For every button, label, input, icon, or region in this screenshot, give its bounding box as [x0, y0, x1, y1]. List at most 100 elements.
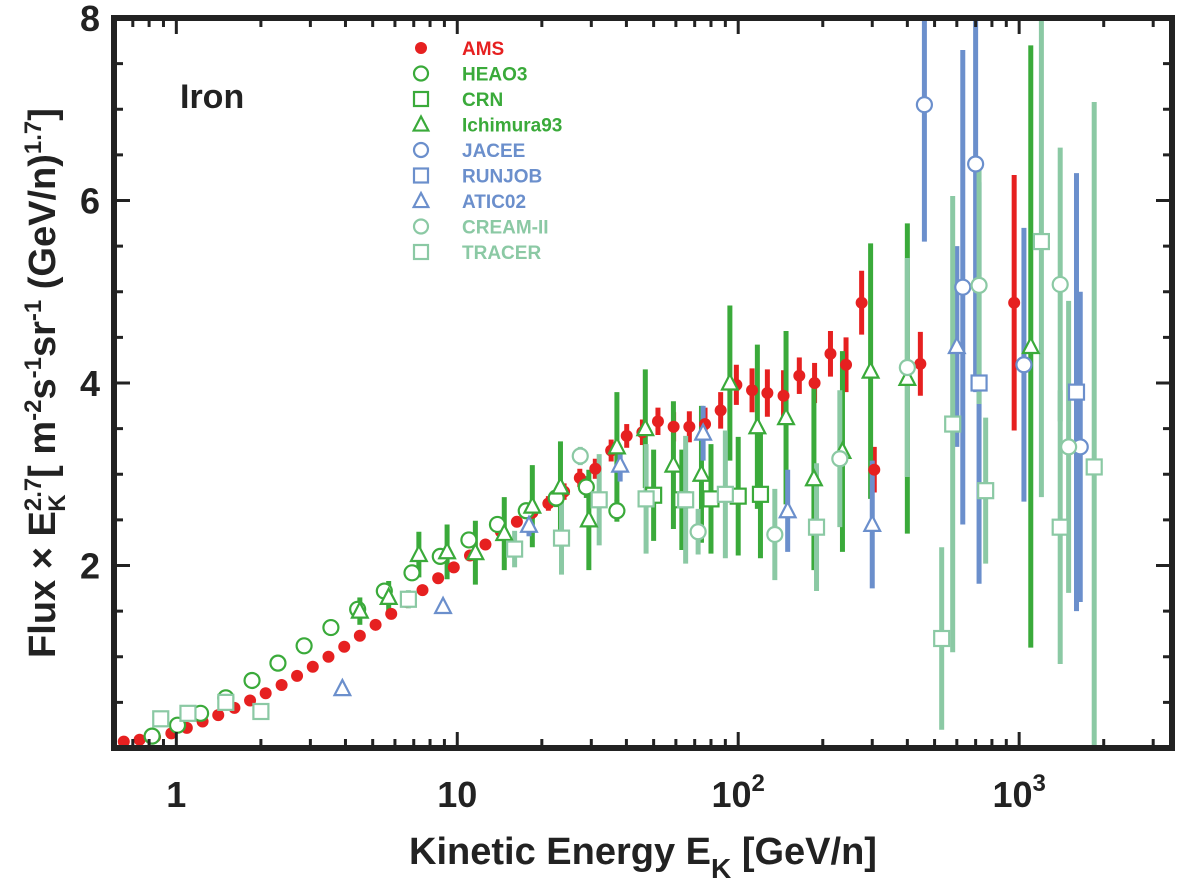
- tracer-point: [637, 490, 655, 508]
- axis-ticks: [112, 18, 1172, 748]
- ichimura93-point: [635, 417, 655, 437]
- heao3-point: [243, 671, 261, 690]
- ichimura93-point: [465, 541, 486, 561]
- jacee-point: [1015, 356, 1033, 374]
- cream-ii-point: [571, 447, 589, 465]
- ams-point: [133, 733, 146, 746]
- legend-crn-marker: [412, 90, 430, 108]
- tracer-point: [399, 590, 418, 608]
- tracer-point: [977, 482, 995, 500]
- ichimura93-point: [437, 540, 457, 560]
- jacee-point: [967, 155, 985, 173]
- ams-point: [385, 607, 398, 620]
- x-tick-label: 102: [712, 770, 765, 815]
- crn-point: [751, 485, 770, 503]
- legend-heao3-marker: [412, 65, 430, 82]
- ichimura93-point: [1021, 335, 1041, 355]
- x-tick-label: 1: [166, 774, 186, 815]
- heao3-point: [322, 618, 340, 637]
- cream-ii-point: [898, 358, 916, 377]
- y-tick-label: 2: [80, 546, 100, 587]
- legend-ichimura93-label: Ichimura93: [462, 116, 562, 137]
- legend-crn-label: CRN: [462, 90, 503, 111]
- ams-point: [808, 377, 821, 389]
- ams-point: [761, 387, 774, 400]
- y-axis-title: Flux × E2.7K [ m-2s-1sr-1 (GeV/n)1.7]: [20, 108, 71, 658]
- atic02-point: [519, 514, 539, 533]
- atic02-point: [862, 513, 882, 533]
- heao3-point: [460, 531, 478, 549]
- y-tick-label: 4: [80, 363, 100, 404]
- legend-tracer-marker: [412, 243, 430, 261]
- data-markers: [117, 96, 1103, 748]
- ams-point: [117, 735, 130, 748]
- panel-label: Iron: [180, 78, 244, 116]
- ams-point: [824, 347, 837, 360]
- atic02-point: [947, 335, 967, 355]
- ichimura93-point: [409, 543, 429, 563]
- legend-jacee-marker: [412, 141, 430, 159]
- heao3-point: [577, 478, 595, 496]
- y-tick-labels: 2 4 6 8: [80, 0, 100, 587]
- ams-point: [479, 538, 492, 551]
- heao3-point: [143, 727, 161, 745]
- cream-ii-point: [766, 525, 784, 544]
- legend-runjob-label: RUNJOB: [462, 167, 542, 188]
- x-axis-title: Kinetic Energy EK [GeV/n]: [409, 831, 877, 884]
- ams-point: [620, 429, 633, 442]
- cream-ii-point: [1051, 275, 1069, 294]
- ams-point: [291, 669, 304, 682]
- tracer-point: [590, 491, 608, 509]
- legend-ams-label: AMS: [462, 39, 504, 60]
- ams-point: [416, 584, 429, 597]
- atic02-point: [433, 595, 453, 615]
- ams-point: [868, 463, 881, 476]
- tracer-point: [252, 702, 270, 721]
- ichimura93-point: [522, 495, 543, 514]
- legend-ichimura93-marker: [411, 114, 431, 132]
- ams-point: [793, 369, 806, 382]
- ams-point: [589, 462, 602, 475]
- crn-point: [702, 490, 720, 508]
- cream-ii-point: [970, 276, 988, 294]
- legend-heao3-label: HEAO3: [462, 65, 527, 86]
- ichimura93-point: [350, 600, 370, 619]
- ams-point: [840, 358, 853, 371]
- legend-atic02-label: ATIC02: [462, 192, 526, 213]
- ichimura93-point: [776, 406, 796, 426]
- runjob-point: [970, 374, 988, 392]
- y-tick-label: 8: [80, 0, 100, 39]
- ichimura93-point: [550, 476, 571, 495]
- cream-ii-point: [689, 523, 707, 541]
- ams-point: [714, 404, 727, 417]
- atic02-point: [777, 499, 798, 519]
- ams-point: [338, 640, 351, 653]
- ams-point: [322, 650, 335, 663]
- tracer-point: [1051, 518, 1069, 536]
- atic02-point: [610, 454, 630, 473]
- legend-ams-marker: [415, 42, 427, 54]
- tracer-point: [552, 529, 571, 547]
- ams-point: [667, 420, 680, 433]
- cream-ii-point: [1060, 438, 1078, 456]
- ams-point: [914, 357, 927, 370]
- jacee-point: [954, 278, 972, 296]
- y-tick-label: 6: [80, 181, 100, 222]
- x-tick-labels: 1 10 102 103: [166, 770, 1046, 815]
- x-axis-title-main: Kinetic Energy E: [409, 831, 711, 873]
- tracer-point: [506, 540, 524, 558]
- ams-point: [259, 687, 272, 700]
- tracer-point: [179, 704, 197, 722]
- runjob-point: [1067, 383, 1086, 401]
- ams-point: [651, 415, 664, 428]
- legend: AMS HEAO3 CRN Ichimura93 JACEE RUNJOB ATIC02 CR…: [411, 39, 562, 264]
- atic02-point: [332, 677, 353, 697]
- ams-point: [432, 572, 445, 585]
- heao3-point: [403, 564, 421, 582]
- legend-cream-ii-marker: [412, 218, 430, 235]
- ichimura93-point: [378, 586, 399, 606]
- tracer-point: [1085, 458, 1103, 476]
- tracer-point: [807, 518, 826, 536]
